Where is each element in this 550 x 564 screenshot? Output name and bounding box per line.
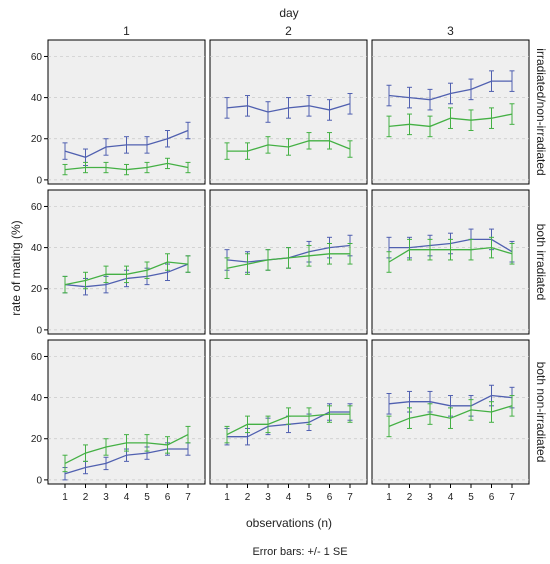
- x-tick-label-5: 5: [468, 492, 474, 503]
- y-tick-label-60: 60: [31, 352, 43, 363]
- x-tick-label-4: 4: [286, 492, 292, 503]
- series-green-r0-c1: [224, 132, 353, 160]
- panel-r2-c0: [47, 339, 206, 485]
- error-bar-footnote: Error bars: +/- 1 SE: [252, 546, 347, 558]
- y-tick-label-20: 20: [31, 434, 43, 445]
- row-label-2: both non-irradiated: [534, 362, 548, 463]
- x-tick-label-1: 1: [224, 492, 230, 503]
- row-label-0: irradiated/non-irradiated: [534, 48, 548, 175]
- series-green-r2-c2: [386, 395, 515, 438]
- column-label-day-2: 2: [285, 24, 292, 38]
- series-green-r2-c1: [224, 405, 353, 444]
- row-label-1: both irradiated: [534, 224, 548, 301]
- x-tick-label-6: 6: [489, 492, 495, 503]
- x-tick-label-3: 3: [103, 492, 109, 503]
- y-tick-label-40: 40: [31, 393, 43, 404]
- x-tick-label-6: 6: [327, 492, 333, 503]
- x-tick-label-6: 6: [165, 492, 171, 503]
- panel-background: [47, 339, 206, 485]
- y-tick-label-20: 20: [31, 284, 43, 295]
- chart-title: day: [279, 6, 298, 20]
- y-tick-label-60: 60: [31, 202, 43, 213]
- x-tick-label-7: 7: [509, 492, 515, 503]
- series-green-r1-c1: [224, 242, 353, 279]
- x-axis-label: observations (n): [246, 516, 332, 530]
- x-tick-label-4: 4: [448, 492, 454, 503]
- x-tick-label-2: 2: [83, 492, 89, 503]
- series-blue-r0-c1: [224, 92, 353, 123]
- x-tick-label-3: 3: [265, 492, 271, 503]
- panels-layer: 1 2 3 irradiated/non-irradiated both irradia…: [31, 24, 548, 503]
- y-tick-label-20: 20: [31, 134, 43, 145]
- panel-r0-c0: [47, 39, 206, 185]
- column-label-day-3: 3: [447, 24, 454, 38]
- x-tick-label-2: 2: [407, 492, 413, 503]
- series-green-r1-c0: [62, 253, 191, 294]
- x-tick-label-1: 1: [386, 492, 392, 503]
- column-label-day-1: 1: [123, 24, 130, 38]
- x-tick-label-7: 7: [185, 492, 191, 503]
- x-tick-label-5: 5: [144, 492, 150, 503]
- x-tick-label-4: 4: [124, 492, 130, 503]
- y-tick-label-60: 60: [31, 52, 43, 63]
- x-tick-label-2: 2: [245, 492, 251, 503]
- x-tick-label-5: 5: [306, 492, 312, 503]
- panel-r1-c0: [47, 189, 206, 335]
- y-tick-label-0: 0: [36, 175, 42, 186]
- series-green-r2-c0: [62, 425, 191, 473]
- series-blue-r0-c2: [386, 70, 515, 111]
- x-tick-label-1: 1: [62, 492, 68, 503]
- y-tick-label-0: 0: [36, 325, 42, 336]
- panel-background: [47, 189, 206, 335]
- x-tick-label-7: 7: [347, 492, 353, 503]
- y-tick-label-0: 0: [36, 475, 42, 486]
- y-axis-label: rate of mating (%): [9, 220, 23, 315]
- series-green-r0-c0: [62, 157, 191, 176]
- series-green-r1-c2: [386, 236, 515, 273]
- x-tick-label-3: 3: [427, 492, 433, 503]
- panel-background: [47, 39, 206, 185]
- series-green-r0-c2: [386, 103, 515, 138]
- y-tick-label-40: 40: [31, 93, 43, 104]
- y-tick-label-40: 40: [31, 243, 43, 254]
- panel-r1-c2: [371, 189, 530, 335]
- panel-background: [371, 189, 530, 335]
